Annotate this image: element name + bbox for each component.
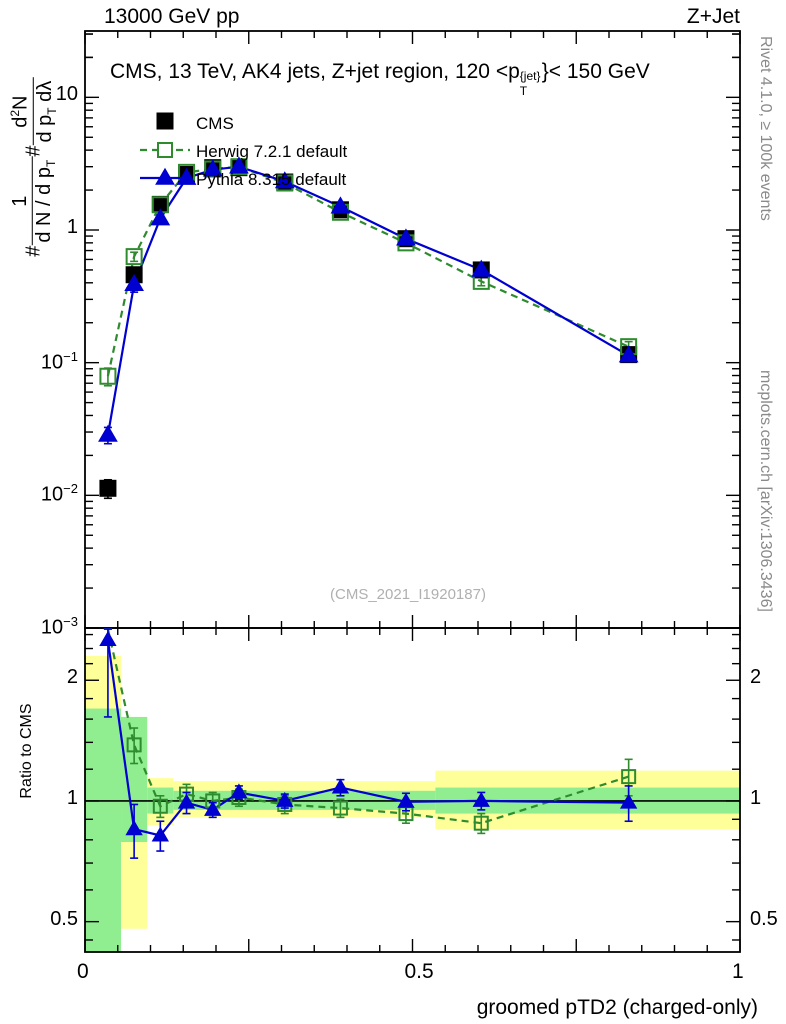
xtick-label-05: 0.5 [404,960,434,983]
legend-marker-herwig [157,142,173,158]
ratio-ytick-label-1-left: 1 [66,786,78,809]
xaxis-title: groomed pTD2 (charged-only) [476,996,758,1019]
ytick-label-1: 1 [66,216,78,238]
cms-marker [99,479,117,497]
herwig-marker [99,367,117,385]
legend-label-cms: CMS [196,114,234,133]
herwig-main-line [106,165,630,377]
pythia-marker [618,345,639,363]
plot-title-sup: {jet} [519,69,541,83]
herwig-ratio-marker [621,769,637,785]
ratio-band-inner-0 [85,708,122,952]
ratio-ytick-label-2-left: 2 [66,666,78,689]
pythia-ratio-marker [331,778,350,794]
rivet-version-label: Rivet 4.1.0, ≥ 100k events [757,36,774,221]
pythia-marker [471,259,492,277]
legend-label-pythia: Pythia 8.315 default [196,170,347,189]
pythia-ratio-marker [230,783,248,799]
pythia-ratio-marker [204,800,222,816]
plot-title-suffix: }< 150 GeV [541,60,650,83]
pythia-ratio-marker [99,630,117,646]
pythia-marker [330,196,351,214]
pythia-ratio-marker [177,793,196,809]
analysis-id-watermark: (CMS_2021_I1920187) [330,586,486,603]
legend-marker-cms [156,112,174,130]
pythia-ratio-marker [397,792,415,808]
pythia-ratio-marker [472,791,490,807]
mcplots-source-label: mcplots.cern.ch [arXiv:1306.3436] [757,370,774,612]
ratio-ytick-label-2-right: 2 [750,666,762,689]
herwig-marker [125,248,143,266]
pythia-ratio-marker [619,793,638,809]
plot-title: CMS, 13 TeV, AK4 jets, Z+jet region, 120… [110,60,650,98]
pythia-marker [124,273,144,292]
pythia-ratio-marker [276,791,294,807]
pythia-marker [176,167,197,185]
pythia-marker [98,424,118,442]
ratio-ytick-label-1-right: 1 [750,786,762,809]
pythia-ratio-marker [151,826,169,842]
ytick-label-1e-3: 10−3 [40,614,78,639]
plot-title-prefix: CMS, 13 TeV, AK4 jets, Z+jet region, 120… [110,60,520,83]
pythia-marker [202,159,223,177]
ratio-ytick-label-05-left: 0.5 [50,907,78,930]
pythia-marker [150,208,171,226]
header-left-label: 13000 GeV pp [104,5,240,28]
ytick-label-1e-1: 10−1 [40,348,78,374]
legend-label-herwig: Herwig 7.2.1 default [196,142,348,161]
plot-title-sub: T [519,84,528,98]
pythia-marker [274,171,295,189]
herwig-ratio-marker [152,798,168,814]
pythia-main-line [106,165,630,436]
herwig-ratio-marker [332,800,348,816]
ratio-ytick-label-05-right: 0.5 [750,907,778,930]
herwig-ratio-marker [126,737,142,753]
ytick-label-1e-2: 10−2 [40,481,78,506]
main-panel-frame [84,30,741,629]
xtick-label-0: 0 [77,960,89,983]
legend-marker-pythia [155,167,175,185]
pythia-ratio-marker [125,820,143,836]
ytick-label-10: 10 [55,83,78,106]
xtick-label-1: 1 [732,960,744,983]
herwig-ratio-marker [473,815,489,831]
pythia-marker [396,228,416,246]
pythia-marker [229,156,249,174]
header-right-label: Z+Jet [686,5,740,28]
